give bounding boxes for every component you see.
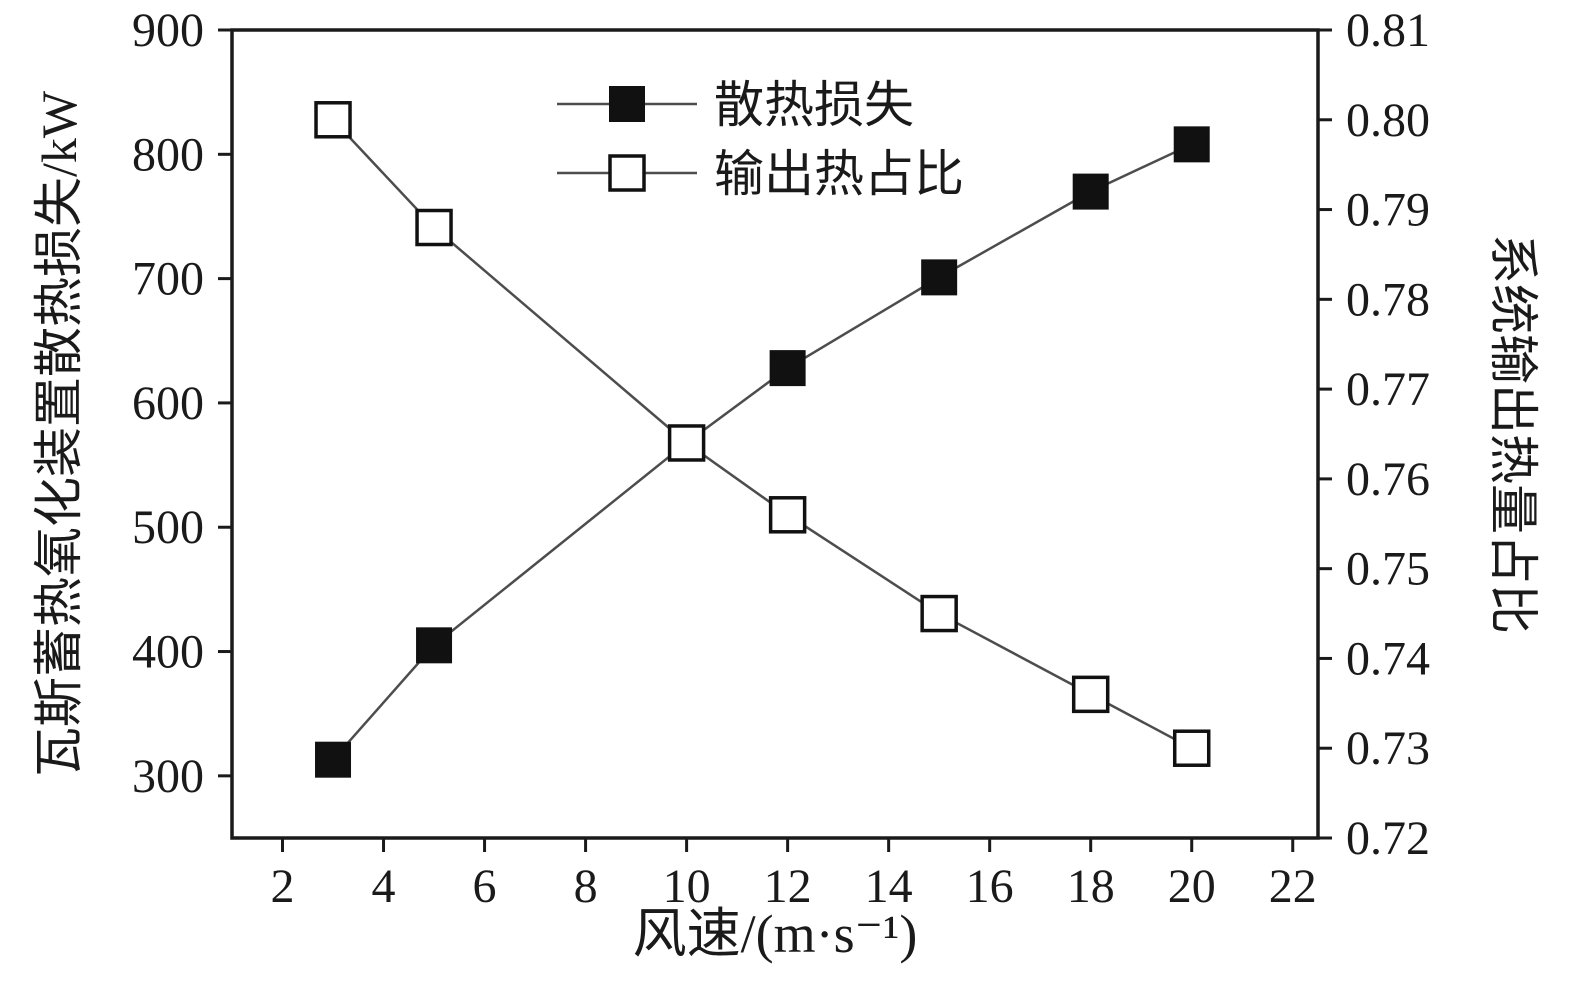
x-tick-label: 22 [1269,860,1317,913]
y-left-tick-label: 800 [132,128,204,181]
open-square-marker [667,424,706,462]
legend-item-heat-loss: 散热损失 [557,77,914,133]
series-output-ratio [314,101,1211,767]
x-tick-label: 4 [372,860,396,913]
x-tick-label: 20 [1168,860,1216,913]
filled-square-icon [609,86,645,122]
filled-square-marker [1072,173,1109,210]
open-square-marker [1071,675,1110,714]
x-tick-label: 14 [865,860,913,913]
legend-label-output-ratio: 输出热占比 [714,146,964,202]
y-left-tick-label: 600 [132,377,204,430]
y-right-tick-label: 0.75 [1346,543,1430,596]
open-square-marker [314,101,352,139]
filled-square-marker [416,627,453,664]
y-left-tick-label: 700 [132,253,204,306]
y-left-tick-label: 500 [132,501,204,554]
legend-item-output-ratio: 输出热占比 [557,146,964,202]
y-right-tick-label: 0.73 [1346,722,1430,775]
open-square-marker [415,208,453,247]
x-tick-label: 18 [1067,860,1115,913]
chart-generated-layer: 2 4 6 8 10 12 14 16 18 20 22 300 400 500 600 700 800 900 0… [132,4,1430,913]
open-square-marker [1172,729,1211,767]
filled-square-marker [921,259,958,296]
open-square-marker [920,594,958,633]
y-left-tick-label: 400 [132,626,204,679]
plot-border [230,28,1320,840]
filled-square-marker [1173,126,1210,163]
filled-square-marker [315,741,352,778]
y-right-tick-label: 0.78 [1346,273,1430,326]
y-left-tick-label: 900 [132,4,204,57]
x-tick-label: 8 [574,860,598,913]
open-square-icon [608,154,646,192]
x-tick-label: 10 [663,860,711,913]
y-right-tick-label: 0.81 [1346,4,1430,57]
x-tick-label: 6 [473,860,497,913]
y-axis-label-left: 瓦斯蓄热氧化装置散热损失/kW [31,90,87,777]
legend-label-heat-loss: 散热损失 [714,77,914,133]
filled-square-marker [769,350,806,387]
tick-labels: 2 4 6 8 10 12 14 16 18 20 22 300 400 500 600 700 800 900 0… [132,4,1430,913]
x-axis-label: 风速/(m·s⁻¹) [633,904,918,964]
axis-ticks [218,28,1332,852]
y-right-tick-label: 0.76 [1346,453,1430,506]
legend: 散热损失 输出热占比 [557,77,964,202]
y-left-tick-label: 300 [132,750,204,803]
x-tick-label: 12 [764,860,812,913]
x-tick-label: 16 [966,860,1014,913]
y-right-tick-label: 0.74 [1346,632,1430,685]
open-square-marker [768,496,807,534]
y-right-tick-label: 0.80 [1346,94,1430,147]
y-axis-label-right: 系统输出热量占比 [1485,234,1541,634]
y-right-tick-label: 0.77 [1346,363,1430,416]
y-right-tick-label: 0.72 [1346,812,1430,865]
y-right-tick-label: 0.79 [1346,184,1430,237]
x-tick-label: 2 [271,860,295,913]
